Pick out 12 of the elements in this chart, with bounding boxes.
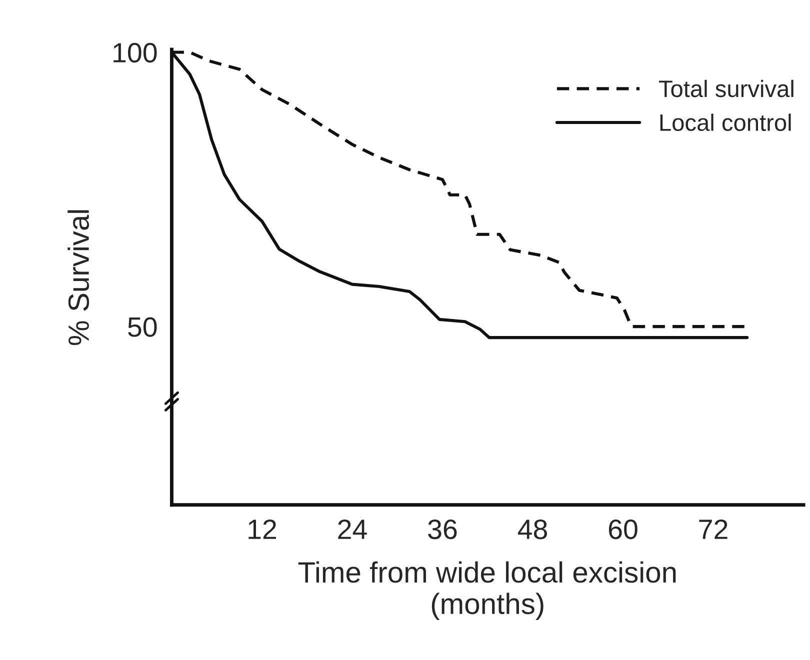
legend-label: Local control (660, 114, 791, 132)
y-tick-label: 100 (114, 42, 157, 63)
x-tick-label: 72 (699, 520, 728, 539)
legend-label: Total survival (658, 80, 794, 98)
x-axis-title: Time from wide local excision (months) (298, 561, 676, 620)
x-tick-label: 60 (608, 520, 638, 540)
x-tick-label: 12 (248, 520, 276, 539)
y-tick-label: 50 (128, 317, 157, 337)
x-tick-label: 48 (518, 520, 547, 540)
x-tick-label: 24 (338, 520, 367, 539)
x-tick-label: 36 (428, 520, 457, 540)
y-axis-title: % Survival (68, 210, 90, 346)
